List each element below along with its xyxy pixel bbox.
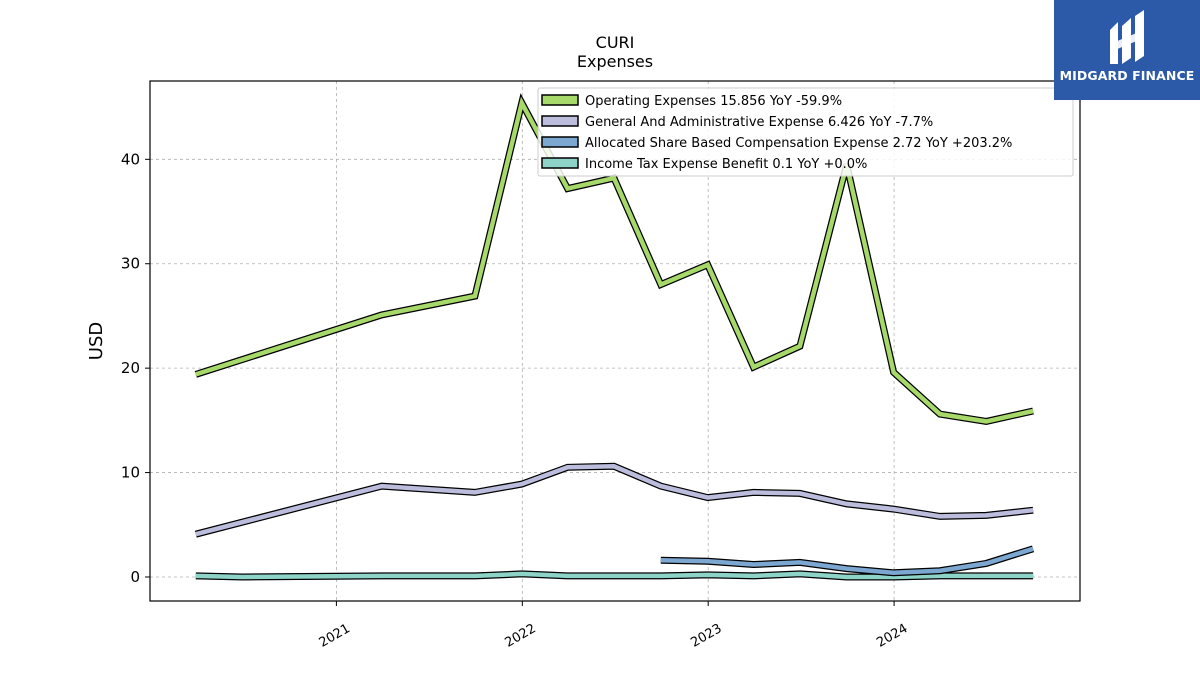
series-line [195,96,1034,424]
chart-title: CURI [596,33,635,52]
legend: Operating Expenses 15.856 YoY -59.9% Gene… [537,87,1074,177]
y-tick-label: 0 [130,568,140,586]
legend-item: Operating Expenses 15.856 YoY -59.9% [541,94,842,109]
y-tick-label: 40 [121,150,140,168]
series-income-tax-expense-benefit [195,570,1034,581]
y-tick-layer: 0 10 20 30 40 [121,150,150,586]
x-tick-label: 2021 [317,621,353,651]
midgard-finance-logo: MIDGARD FINANCE [1054,0,1200,100]
series-layer [194,93,1035,581]
chart-subtitle: Expenses [577,52,653,71]
logo-text: MIDGARD FINANCE [1059,68,1195,83]
legend-swatch [541,94,579,106]
legend-label: Income Tax Expense Benefit 0.1 YoY +0.0% [585,157,867,172]
legend-label: General And Administrative Expense 6.426… [585,115,933,130]
plot-frame [149,80,1081,602]
legend-label: Allocated Share Based Compensation Expen… [585,136,1012,151]
y-tick-label: 20 [121,359,140,377]
series-line [660,546,1034,576]
legend-swatch [541,136,579,148]
legend-swatch [541,157,579,169]
y-tick-label: 30 [121,255,140,273]
series-general-and-administrative-expense [194,462,1034,538]
midgard-logo-mark-icon [1110,10,1144,64]
y-tick-label: 10 [121,464,140,482]
x-tick-label: 2022 [502,621,538,651]
y-axis-label: USD [86,322,107,360]
series-operating-expenses [194,93,1034,425]
legend-item: Allocated Share Based Compensation Expen… [541,136,1012,151]
series-allocated-share-based-compensation-expense [660,545,1035,577]
legend-item: Income Tax Expense Benefit 0.1 YoY +0.0% [541,157,867,172]
series-line [195,571,1034,580]
x-tick-label: 2024 [874,621,910,651]
x-tick-layer: 2021 2022 2023 2024 [317,601,910,651]
x-tick-label: 2023 [688,621,724,651]
legend-box [537,87,1074,177]
legend-swatch [541,115,579,127]
series-line [195,464,1034,537]
legend-item: General And Administrative Expense 6.426… [541,115,933,130]
legend-label: Operating Expenses 15.856 YoY -59.9% [585,94,842,109]
